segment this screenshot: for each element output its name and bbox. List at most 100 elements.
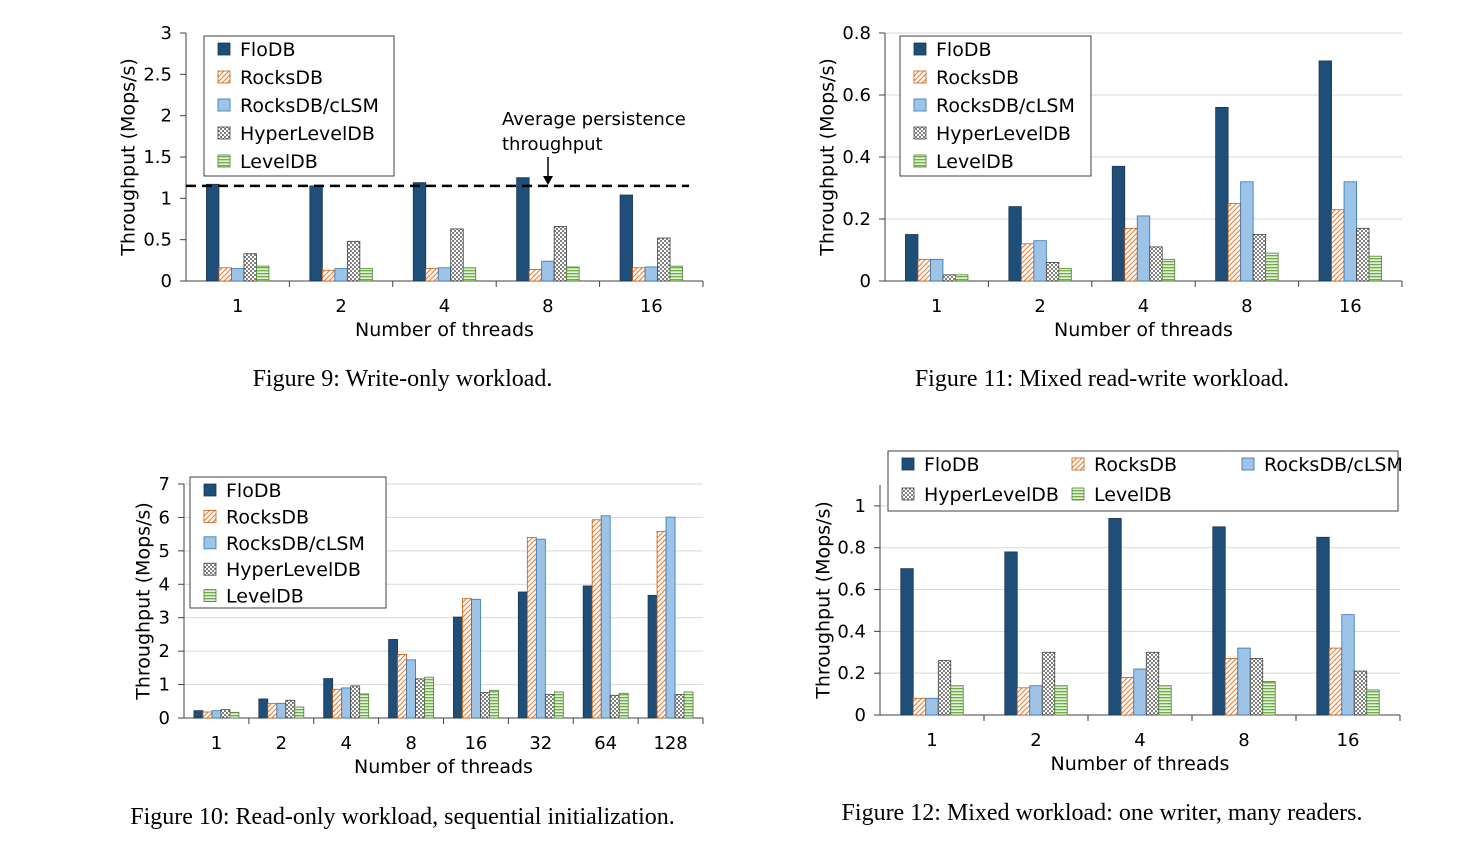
bar-leveldb-1: [955, 274, 969, 282]
bar-flodb-16: [453, 616, 463, 719]
y-tick-label: 1.5: [143, 147, 172, 168]
legend-swatch-rocksdb: [203, 510, 217, 523]
y-tick-label: 0: [855, 705, 866, 726]
bar-rocksdb-16: [462, 598, 472, 719]
bar-flodb-2: [309, 185, 323, 282]
x-tick-label: 2: [1030, 730, 1041, 751]
bar-rocksdb-clsm-16: [1341, 614, 1355, 716]
bar-rocksdb-clsm-16: [644, 266, 658, 282]
bar-leveldb-64: [618, 692, 629, 719]
y-tick-label: 0.6: [842, 85, 871, 106]
bar-leveldb-16: [1368, 255, 1382, 282]
bar-hyperleveldb-16: [480, 692, 490, 719]
legend-label-rocksdb: RocksDB: [226, 506, 309, 528]
x-tick-label: 32: [529, 733, 552, 754]
bar-leveldb-2: [1054, 685, 1068, 716]
legend-swatch-hyperleveldb: [217, 126, 231, 140]
bar-rocksdb-clsm-128: [665, 516, 676, 719]
bar-rocksdb-4: [1120, 676, 1135, 716]
bar-rocksdb-2: [1016, 687, 1031, 716]
bar-rocksdb-4: [1124, 227, 1138, 282]
bar-leveldb-2: [1058, 268, 1072, 282]
bar-leveldb-4: [462, 267, 477, 282]
bar-rocksdb-clsm-4: [437, 267, 452, 282]
y-tick-label: 6: [159, 507, 170, 528]
legend-label-hyperleveldb: HyperLevelDB: [226, 559, 361, 581]
bar-rocksdb-clsm-1: [930, 258, 944, 282]
figure-11-caption: Figure 11: Mixed read-write workload.: [914, 366, 1290, 392]
legend-swatch-flodb: [217, 42, 231, 56]
bar-leveldb-4: [1158, 685, 1172, 716]
x-tick-label: 1: [232, 296, 243, 317]
legend-swatch-rocksdb: [913, 70, 927, 84]
figure-9-chart: 0 0.5 1 1.5 2 2.5 3 1 2 4 8 16 Number of threads Thro…: [118, 23, 704, 341]
bar-leveldb-8: [424, 676, 434, 719]
y-axis-label: Throughput (Mops/s): [118, 58, 140, 257]
legend-box: [899, 35, 1092, 177]
figure-11-chart: 0 0.2 0.4 0.6 0.8 1 2 4 8 16 Number of threads Thro…: [817, 23, 1403, 341]
bar-rocksdb-clsm-32: [535, 538, 546, 719]
bar-leveldb-1: [256, 265, 270, 282]
y-tick-label: 7: [159, 474, 170, 495]
bar-rocksdb-clsm-16: [471, 598, 481, 719]
bar-leveldb-128: [683, 691, 694, 719]
x-tick-label: 16: [640, 296, 663, 317]
bar-rocksdb-16: [1331, 209, 1345, 282]
bar-flodb-4: [412, 182, 427, 282]
bar-rocksdb-clsm-64: [600, 515, 611, 719]
bar-rocksdb-clsm-2: [1029, 685, 1043, 716]
x-tick-label: 1: [926, 730, 937, 751]
y-tick-label: 0.4: [842, 147, 871, 168]
bar-rocksdb-8: [528, 269, 543, 282]
legend-swatch-leveldb: [1071, 487, 1085, 501]
figure-12: 0 0.2 0.4 0.6 0.8 1 1 2 4 8 16 Number of threads Thr…: [735, 430, 1469, 860]
bar-flodb-16: [1318, 60, 1332, 282]
bar-hyperleveldb-4: [1149, 246, 1163, 282]
bar-leveldb-8: [1265, 252, 1279, 282]
legend-swatch-rocksdb: [1071, 457, 1085, 471]
bar-hyperleveldb-8: [415, 678, 425, 719]
bar-leveldb-1: [950, 685, 964, 716]
annotation-line1: Average persistence: [502, 109, 686, 130]
legend-label-rocksdb-clsm: RocksDB/cLSM: [240, 95, 379, 117]
y-tick-label: 1: [161, 188, 172, 209]
y-tick-label: 2: [159, 641, 170, 662]
bar-hyperleveldb-4: [350, 685, 361, 719]
legend-swatch-rocksdb-clsm: [217, 98, 231, 112]
x-axis-label: Number of threads: [1054, 319, 1233, 341]
legend-swatch-rocksdb-clsm: [913, 98, 927, 112]
bar-rocksdb-8: [397, 654, 407, 719]
bar-flodb-16: [619, 194, 633, 282]
bar-hyperleveldb-2: [1045, 261, 1060, 282]
bar-leveldb-1: [229, 711, 240, 719]
bar-hyperleveldb-2: [1041, 651, 1056, 716]
y-tick-label: 0.2: [842, 209, 871, 230]
x-tick-label: 16: [1339, 296, 1362, 317]
bar-hyperleveldb-16: [1353, 670, 1368, 716]
bar-flodb-8: [388, 639, 398, 719]
annotation-line2: throughput: [502, 134, 603, 155]
bar-rocksdb-clsm-8: [406, 659, 416, 719]
bar-rocksdb-1: [202, 711, 213, 719]
y-axis-label: Throughput (Mops/s): [813, 501, 835, 700]
legend-swatch-hyperleveldb: [203, 562, 217, 576]
bar-flodb-2: [258, 698, 269, 719]
bar-flodb-2: [1004, 551, 1018, 716]
legend-label-rocksdb: RocksDB: [240, 67, 323, 89]
y-tick-label: 2.5: [143, 64, 172, 85]
bar-flodb-8: [1212, 526, 1226, 716]
y-tick-label: 4: [159, 574, 170, 595]
bar-flodb-4: [1108, 518, 1122, 716]
figure-10: 0 1 2 3 4 5 6 7 1 2 4 8 16 32 64 128 Number of threads Th…: [0, 430, 735, 860]
x-tick-label: 2: [1034, 296, 1045, 317]
bar-rocksdb-clsm-1: [925, 697, 939, 716]
x-tick-label: 128: [653, 733, 687, 754]
bar-rocksdb-1: [912, 697, 927, 716]
bar-rocksdb-128: [656, 531, 667, 719]
legend-swatch-rocksdb: [217, 70, 231, 84]
legend-swatch-rocksdb-clsm: [203, 536, 217, 550]
legend-label-rocksdb-clsm: RocksDB/cLSM: [226, 533, 365, 555]
bar-flodb-8: [516, 177, 530, 282]
bar-rocksdb-clsm-2: [1033, 240, 1047, 282]
y-tick-label: 0.4: [837, 621, 866, 642]
